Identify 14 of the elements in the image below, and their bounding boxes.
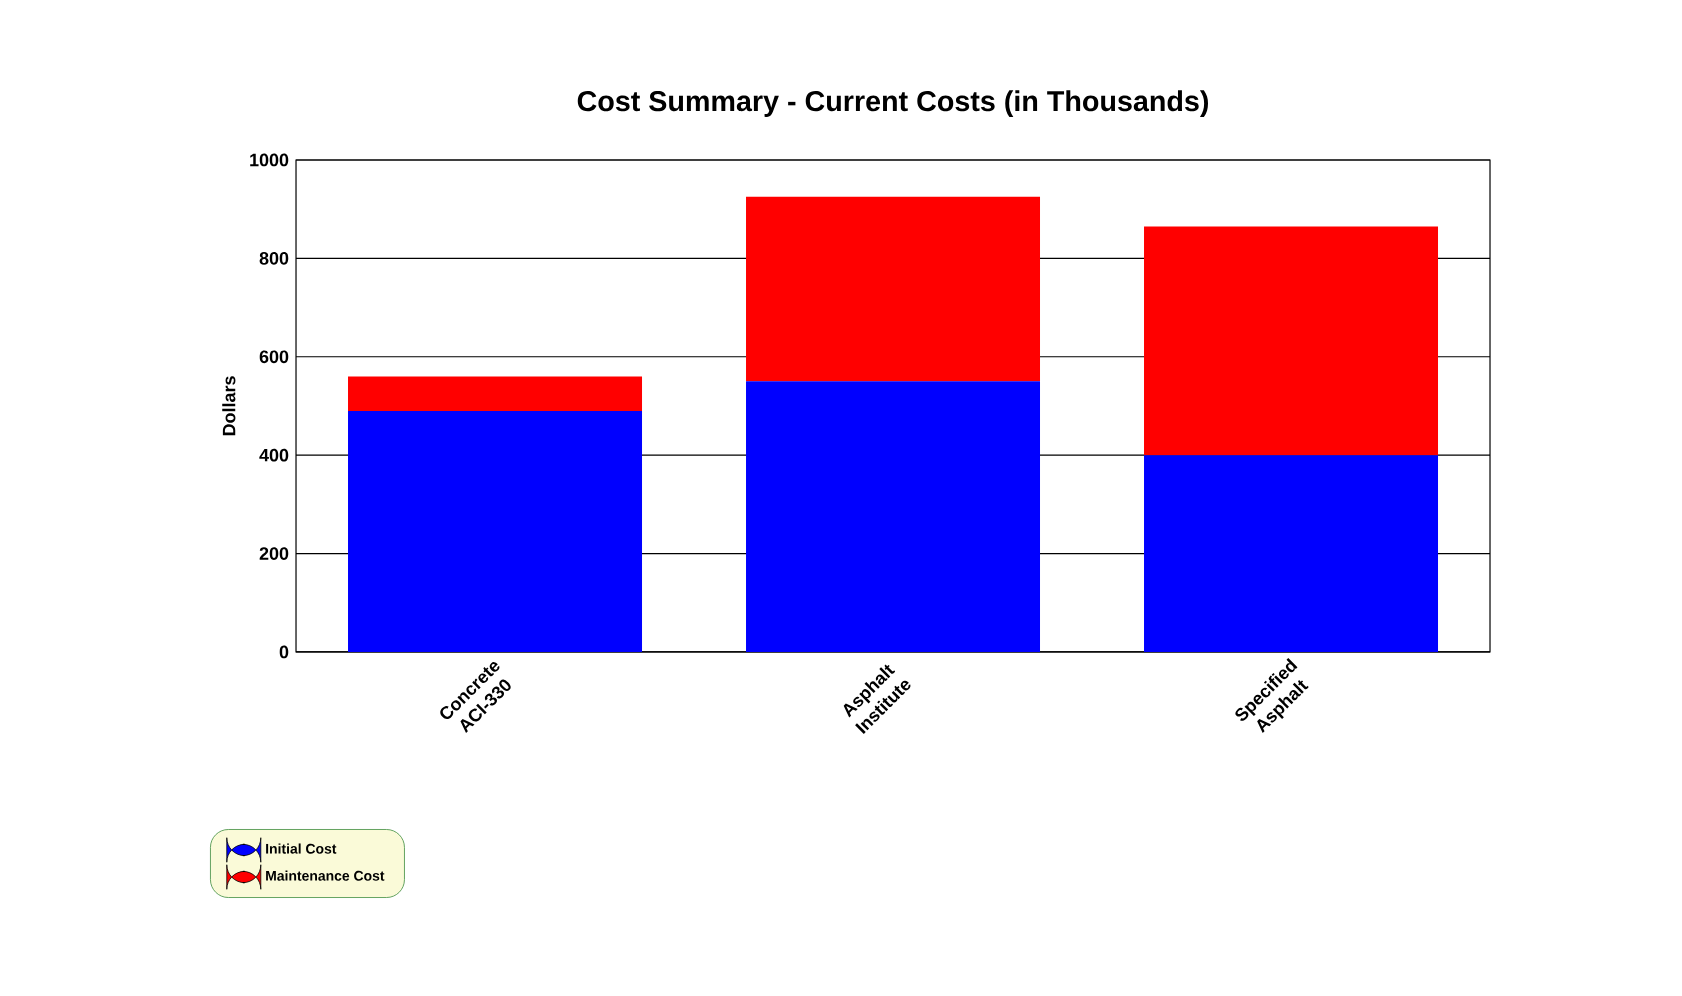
y-axis-title: Dollars (222, 376, 236, 436)
bar (1144, 455, 1439, 652)
y-tick-label: 0 (279, 645, 289, 659)
y-tick-label: 600 (259, 350, 289, 364)
chart-title: Cost Summary - Current Costs (in Thousands) (577, 90, 1208, 117)
y-tick-label: 400 (259, 448, 289, 462)
bar (746, 196, 1041, 382)
bar (348, 410, 643, 652)
y-tick-label: 800 (259, 252, 289, 265)
bar (348, 376, 643, 411)
bar (746, 381, 1041, 652)
y-tick-label: 1000 (250, 153, 289, 167)
y-tick-label: 200 (259, 547, 289, 560)
bar (1144, 226, 1439, 456)
